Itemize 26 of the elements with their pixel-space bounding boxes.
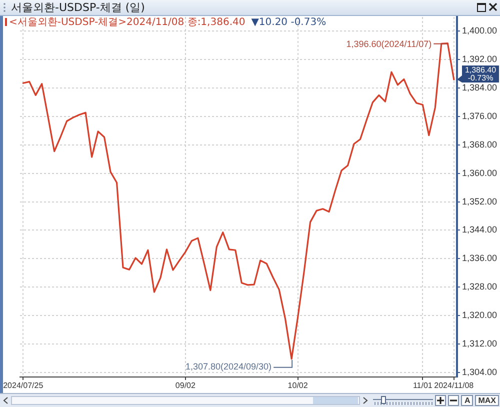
y-tick-label: 1,320.00: [462, 310, 498, 320]
y-tick-label: 1,360.00: [462, 168, 498, 178]
y-tick-label: 1,328.00: [462, 282, 498, 292]
text-button: A: [461, 395, 474, 406]
x-tick-label: 11/01: [412, 381, 433, 390]
annotation: 1,307.80(2024/09/30): [185, 361, 272, 372]
text: 1,386.40 -0.73%: [464, 65, 497, 82]
y-tick-label: 1,400.00: [462, 26, 498, 36]
x-tick-label: 10/02: [288, 381, 308, 390]
chart-subtitle: <서울외환-USDSP-체결>2024/11/08 종:1,386.40: [9, 17, 246, 28]
annotation: 1,396.60(2024/11/07): [346, 38, 432, 49]
y-tick-label: 1,336.00: [462, 253, 498, 264]
y-tick-label: 1,376.00: [462, 110, 498, 121]
chart-title: 서울외환-USDSP-체결 (일): [11, 1, 145, 14]
y-tick-label: 1,304.00: [462, 366, 498, 377]
x-tick-label: 2024/07/25: [3, 381, 44, 390]
x-tick-label: 09/02: [175, 381, 196, 390]
y-tick-label: 1,312.00: [462, 338, 498, 348]
x-tick-label: 2024/11/08: [434, 381, 474, 390]
annotation: ▼10.20 -0.73%: [251, 17, 326, 28]
y-tick-label: 1,352.00: [462, 196, 498, 206]
y-tick-label: 1,384.00: [462, 82, 498, 93]
text-button: MAX: [475, 395, 499, 406]
y-tick-label: 1,368.00: [462, 139, 498, 150]
y-tick-label: 1,344.00: [462, 224, 498, 235]
y-tick-label: 1,392.00: [462, 54, 498, 64]
